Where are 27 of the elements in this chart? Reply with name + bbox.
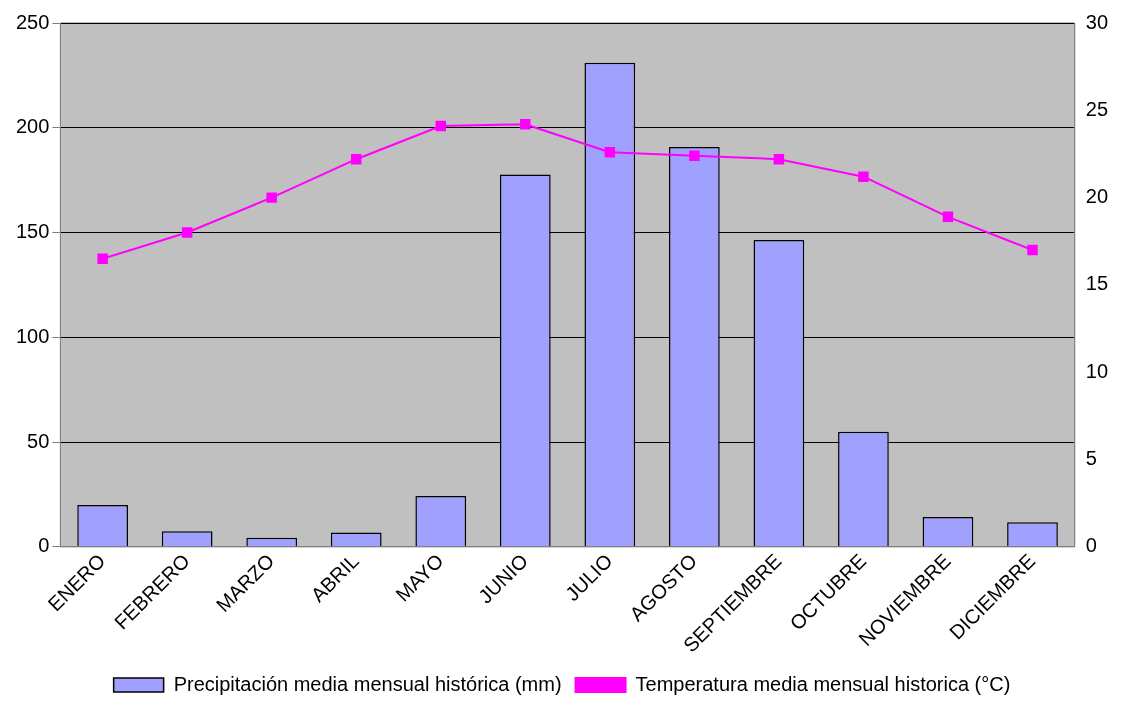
y2-tick-label: 0 — [1085, 534, 1097, 557]
point — [773, 153, 785, 165]
y-tick-label: 0 — [38, 534, 50, 557]
y-tick-label: 250 — [15, 10, 50, 33]
y2-tick-label: 10 — [1085, 359, 1108, 382]
point — [1027, 244, 1038, 256]
y2-tick-label: 15 — [1085, 272, 1108, 295]
y2-tick-label: 25 — [1085, 97, 1108, 120]
point — [181, 227, 193, 238]
y-tick-label: 50 — [27, 429, 50, 452]
y2-tick-label: 5 — [1085, 447, 1097, 470]
legend-label: Temperatura media mensual historica (°C) — [635, 672, 1011, 695]
point — [689, 150, 700, 161]
y-tick-label: 100 — [15, 324, 50, 347]
y-tick-label: 200 — [15, 115, 50, 138]
y2-tick-label: 30 — [1085, 10, 1108, 33]
y2-tick-label: 20 — [1085, 185, 1108, 208]
point — [604, 146, 616, 158]
y-tick-label: 150 — [15, 220, 50, 243]
point — [266, 192, 277, 203]
point — [97, 253, 108, 264]
legend-label: Precipitación media mensual histórica (mm) — [173, 672, 562, 695]
point — [858, 171, 869, 182]
point — [435, 120, 447, 132]
point — [520, 119, 531, 130]
point — [942, 211, 954, 223]
point — [350, 153, 362, 165]
